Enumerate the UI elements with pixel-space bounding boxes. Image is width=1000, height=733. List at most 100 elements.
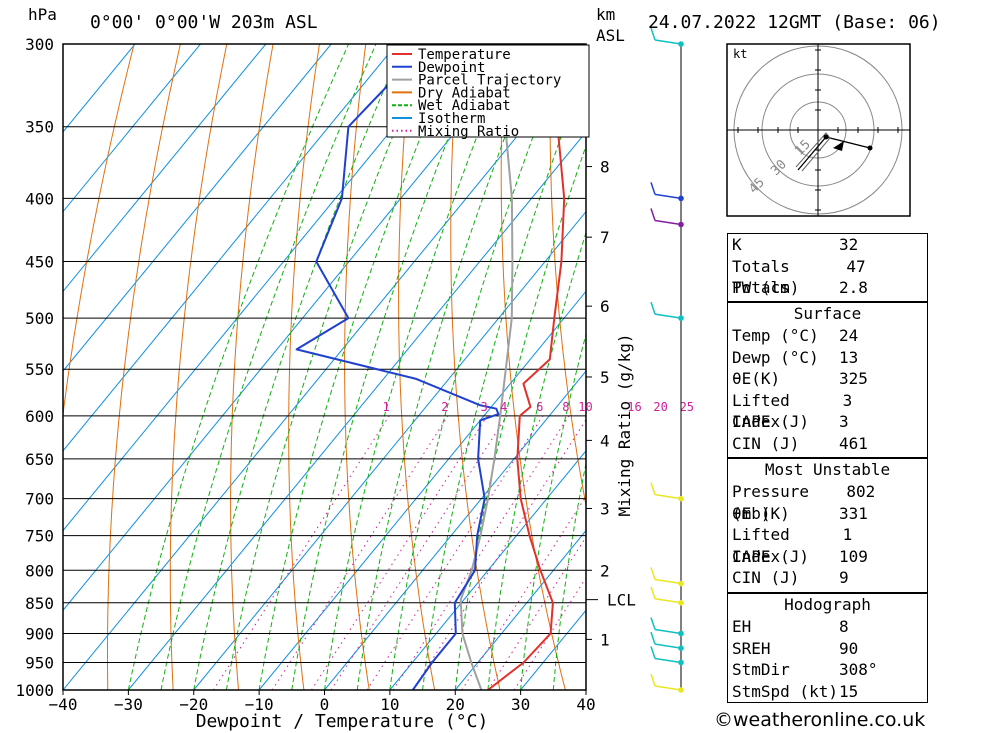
legend-label: Dry Adiabat [418,85,511,101]
surface-value: 461 [839,433,868,453]
pressure-tick-label: 650 [25,450,54,469]
wind-barb-shaft [654,578,682,585]
wind-barb-shaft [654,685,682,691]
wind-barb-flag [650,301,656,315]
unstable-value: 1 [842,525,853,544]
hodo-label: SREH [732,638,771,658]
unstable-label: CIN (J) [732,568,800,587]
x-tick-label: −30 [114,695,143,714]
surface-row: Temp (°C) 24 [728,325,927,347]
legend-label: Mixing Ratio [418,124,519,140]
isotherm-line [127,131,586,690]
mixing-ratio-label: 20 [653,400,667,414]
top-label: K [732,235,742,254]
unstable-value: 331 [839,503,868,523]
km-tick-label: 6 [600,297,610,316]
mixing-ratio-line [212,415,390,690]
wind-barb-flag [650,567,656,580]
surface-label: CIN (J) [732,433,800,453]
dewpoint-line [295,44,500,690]
hodo-value: 308° [839,660,878,679]
hodo-row: EH 8 [728,616,927,638]
parcel-trajectory-line [459,44,514,690]
surface-label: Dewp (°C) [732,347,819,367]
axes: 1 2 3 4 6 8 10 16 20 2530035040045050055060065070… [15,35,694,714]
location-title: 0°00' 0°00'W 203m ASL [90,12,318,33]
mixing-ratio-line [330,415,508,690]
km-tick-label: 8 [600,158,610,177]
wet-adiabat-line [552,461,586,690]
unstable-value: 9 [839,568,849,587]
wind-barb-shaft [654,313,682,319]
x-tick-label: −40 [49,695,78,714]
isotherm-line [63,44,136,133]
mixing-ratio-line [487,536,586,690]
legend-label: Isotherm [418,111,485,127]
wet-adiabat-line [127,44,349,690]
dry-adiabat-line [107,44,181,690]
km-tick-label: 7 [600,228,610,247]
surface-label: θE(K) [732,369,781,388]
x-tick-label: 10 [380,695,399,714]
km-tick-label: 4 [600,431,610,450]
mixing-ratio-label: 1 [382,400,389,414]
hodo-label: StmSpd (kt) [732,681,838,701]
wind-barb-flag [650,617,656,630]
top-row: K 32 [728,234,927,256]
legend-label: Parcel Trajectory [418,73,561,89]
pressure-tick-label: 450 [25,253,54,272]
surface-value: 3 [839,412,849,431]
unstable-row: Pressure (mb) 802 [728,481,927,523]
isotherm-line [63,44,332,372]
km-label: km [596,5,615,24]
temperature-line [487,44,566,690]
mixing-ratio-line [461,495,586,690]
wind-barb-flag [650,208,656,221]
x-tick-label: 40 [576,695,595,714]
wet-adiabat-line [291,44,487,690]
mixing-ratio-axis-label: Mixing Ratio (g/kg) [615,333,634,516]
wind-barb-flag [650,673,656,687]
pressure-tick-label: 850 [25,594,54,613]
pressure-tick-label: 600 [25,407,54,426]
lcl-label: LCL [607,591,636,610]
unstable-value: 802 [846,482,876,501]
surface-row: Dewp (°C) 13 [728,347,927,369]
wind-barb-shaft [654,643,682,649]
pressure-tick-label: 500 [25,309,54,328]
mixing-ratio-label: 2 [441,400,448,414]
dry-adiabat-line [169,44,228,690]
top-row: PW (cm) 2.8 [728,277,927,299]
wind-barb-shaft [654,193,682,200]
datetime-title: 24.07.2022 12GMT (Base: 06) [648,12,941,33]
most-unstable-panel: Most Unstable Pressure (mb) 802 θE (K) 331 L… [727,458,928,593]
pressure-tick-label: 400 [25,189,54,208]
hodograph-point [823,134,829,140]
mixing-ratio-label: 25 [680,400,694,414]
wind-barb-shaft [654,598,682,604]
isotherm-line [63,44,463,532]
surface-label: Lifted Index [732,390,790,432]
legend-label: Wet Adiabat [418,98,511,114]
isotherm-line [63,51,586,690]
pressure-tick-label: 300 [25,35,54,54]
isotherm-line [63,44,201,213]
mixing-ratio-line [412,418,586,690]
top-value: 2.8 [839,278,868,297]
hodo-label: StmDir [732,660,790,679]
wind-barb-flag [650,631,656,645]
hodo-value: 8 [839,617,849,636]
wet-adiabat-line [160,44,377,690]
pressure-tick-label: 950 [25,653,54,672]
wind-barb-shaft [654,493,682,500]
unstable-row: CAPE (J) 109 [728,546,927,568]
hodograph-panel: Hodograph EH 8 SREH 90 StmDir 308° StmSpd (kt)… [727,593,928,703]
top-label: Totals Totals [732,256,790,298]
km-tick-label: 1 [600,630,610,649]
legend-label: Temperature [418,47,511,63]
wind-barb-flag [650,182,656,195]
surface-row: CAPE (J) 3 [728,411,927,433]
top-value: 47 [846,256,866,276]
